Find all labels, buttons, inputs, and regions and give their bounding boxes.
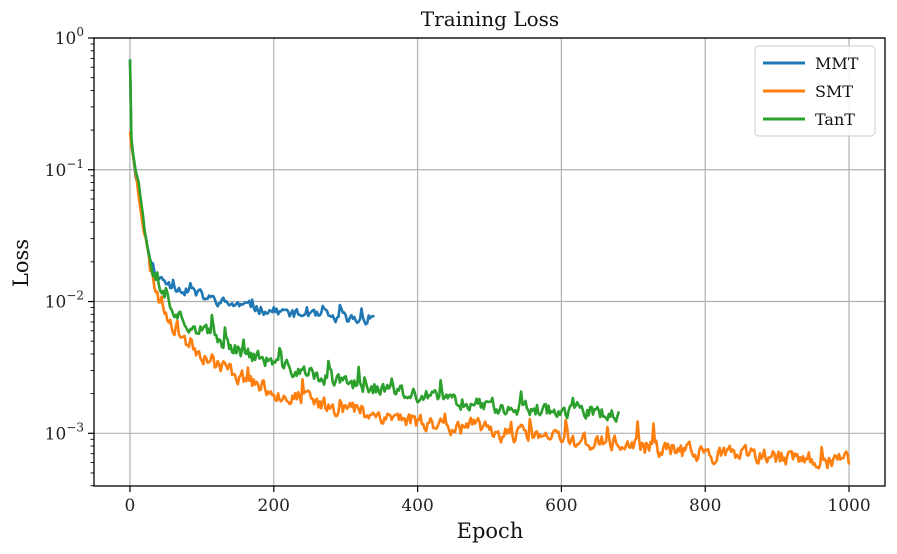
chart-title: Training Loss [421,7,559,31]
x-axis-label: Epoch [457,519,524,543]
x-tick-label: 200 [258,496,290,516]
x-tick-label: 400 [401,496,433,516]
series-lines [128,59,851,470]
legend-item-mmt: MMT [763,54,859,73]
series-line-tant [128,59,621,423]
legend-item-tant: TanT [763,110,855,129]
x-tick-label: 1000 [827,496,870,516]
y-tick-label: 10−2 [45,289,84,313]
series-line-smt [128,131,851,470]
y-tick-label: 100 [55,25,84,49]
x-tick-label: 600 [545,496,577,516]
y-tick-label: 10−1 [45,157,84,181]
axis-ticks: 0 200 400 600 800 1000 100 10−1 10−2 10−3 [45,25,871,516]
legend-label-mmt: MMT [815,54,859,73]
x-tick-label: 800 [689,496,721,516]
legend-box [754,45,876,137]
series-line-mmt [128,59,375,326]
legend-label-tant: TanT [815,110,855,129]
legend-label-smt: SMT [815,82,853,101]
legend-item-smt: SMT [763,82,853,101]
legend: MMT SMT TanT [754,45,876,137]
y-axis-label: Loss [9,239,33,287]
x-tick-label: 0 [125,496,136,516]
y-tick-label: 10−3 [45,420,84,444]
